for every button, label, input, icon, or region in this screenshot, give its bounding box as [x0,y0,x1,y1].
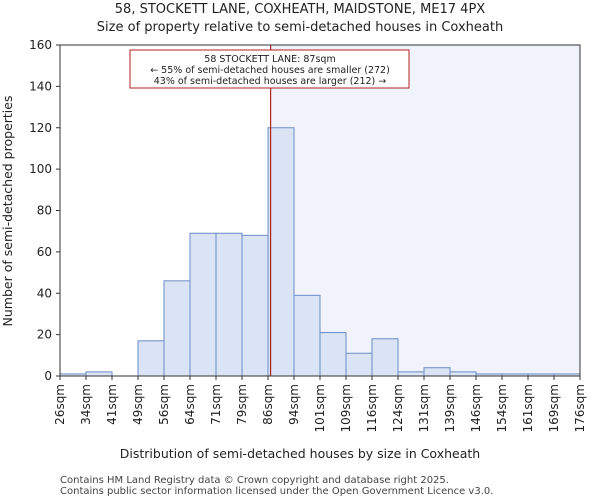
x-tick-label: 94sqm [287,384,301,425]
annotation-frame [129,49,410,89]
x-tick-label: 71sqm [209,384,223,425]
y-tick-label: 80 [37,204,52,218]
bar-56sqm [163,280,191,377]
larger-properties-region [270,45,580,376]
y-tick-label: 160 [29,38,52,52]
x-tick-label: 116sqm [365,384,379,432]
bar-64sqm [189,232,217,377]
x-tick-label: 146sqm [469,384,483,432]
annotation-line-1: 58 STOCKETT LANE: 87sqm [204,54,335,65]
x-tick-label: 161sqm [521,384,535,432]
bars-group [59,127,581,377]
y-tick-label: 0 [44,369,52,383]
x-tick-label: 49sqm [131,384,145,425]
bar-139sqm [449,371,477,377]
y-tick-label: 120 [29,121,52,135]
x-tick-label: 109sqm [339,384,353,432]
x-tick-label: 86sqm [261,384,275,425]
bar-116sqm [371,338,399,377]
bar-94sqm [293,294,321,377]
footer-licence: Contains public sector information licen… [60,486,493,497]
y-axis-label: Number of semi-detached properties [0,96,15,327]
x-tick-label: 154sqm [495,384,509,432]
bar-49sqm [137,340,165,377]
y-tick-label: 100 [29,162,52,176]
x-axis-ticks: 26sqm 34sqm 41sqm 49sqm 56sqm 64sqm 71sqm 79sqm… [53,376,587,432]
x-tick-label: 124sqm [391,384,405,432]
x-tick-label: 41sqm [105,384,119,425]
footer-copyright: Contains HM Land Registry data © Crown c… [60,475,449,486]
x-tick-label: 131sqm [417,384,431,432]
y-tick-label: 60 [37,245,52,259]
y-axis-ticks: 0 20 40 60 80 100 120 140 160 [29,38,60,383]
x-tick-label: 169sqm [547,384,561,432]
y-tick-label: 140 [29,79,52,93]
x-tick-label: 101sqm [313,384,327,432]
x-tick-label: 79sqm [235,384,249,425]
bar-101sqm [319,332,347,377]
bar-34sqm [85,371,113,377]
bar-131sqm [423,367,451,377]
x-axis-label: Distribution of semi-detached houses by … [120,446,480,461]
x-tick-label: 26sqm [53,384,67,425]
x-tick-label: 176sqm [573,384,587,432]
bar-79sqm [241,234,269,377]
bar-124sqm [397,371,425,377]
annotation-box: 58 STOCKETT LANE: 87sqm ← 55% of semi-de… [129,49,410,89]
bar-109sqm [345,352,373,377]
annotation-line-2: ← 55% of semi-detached houses are smalle… [150,65,390,76]
chart-title: 58, STOCKETT LANE, COXHEATH, MAIDSTONE, … [115,2,486,17]
chart-subtitle: Size of property relative to semi-detach… [97,20,503,35]
x-tick-label: 64sqm [183,384,197,425]
y-tick-label: 40 [37,286,52,300]
y-tick-label: 20 [37,328,52,342]
annotation-line-3: 43% of semi-detached houses are larger (… [154,76,387,87]
x-tick-label: 139sqm [443,384,457,432]
bar-86sqm [267,127,295,377]
bar-71sqm [215,232,243,377]
x-tick-label: 56sqm [157,384,171,425]
x-tick-label: 34sqm [79,384,93,425]
